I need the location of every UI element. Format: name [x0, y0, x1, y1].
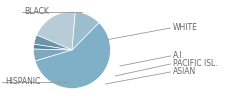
Text: A.I.: A.I. — [173, 52, 185, 60]
Text: ASIAN: ASIAN — [173, 68, 196, 76]
Wedge shape — [34, 35, 72, 50]
Text: PACIFIC ISL.: PACIFIC ISL. — [173, 60, 217, 68]
Wedge shape — [36, 12, 75, 50]
Wedge shape — [34, 44, 72, 50]
Wedge shape — [34, 49, 72, 61]
Wedge shape — [72, 12, 99, 50]
Wedge shape — [35, 23, 110, 88]
Text: BLACK: BLACK — [24, 8, 49, 16]
Text: WHITE: WHITE — [173, 24, 198, 32]
Text: HISPANIC: HISPANIC — [5, 78, 40, 86]
